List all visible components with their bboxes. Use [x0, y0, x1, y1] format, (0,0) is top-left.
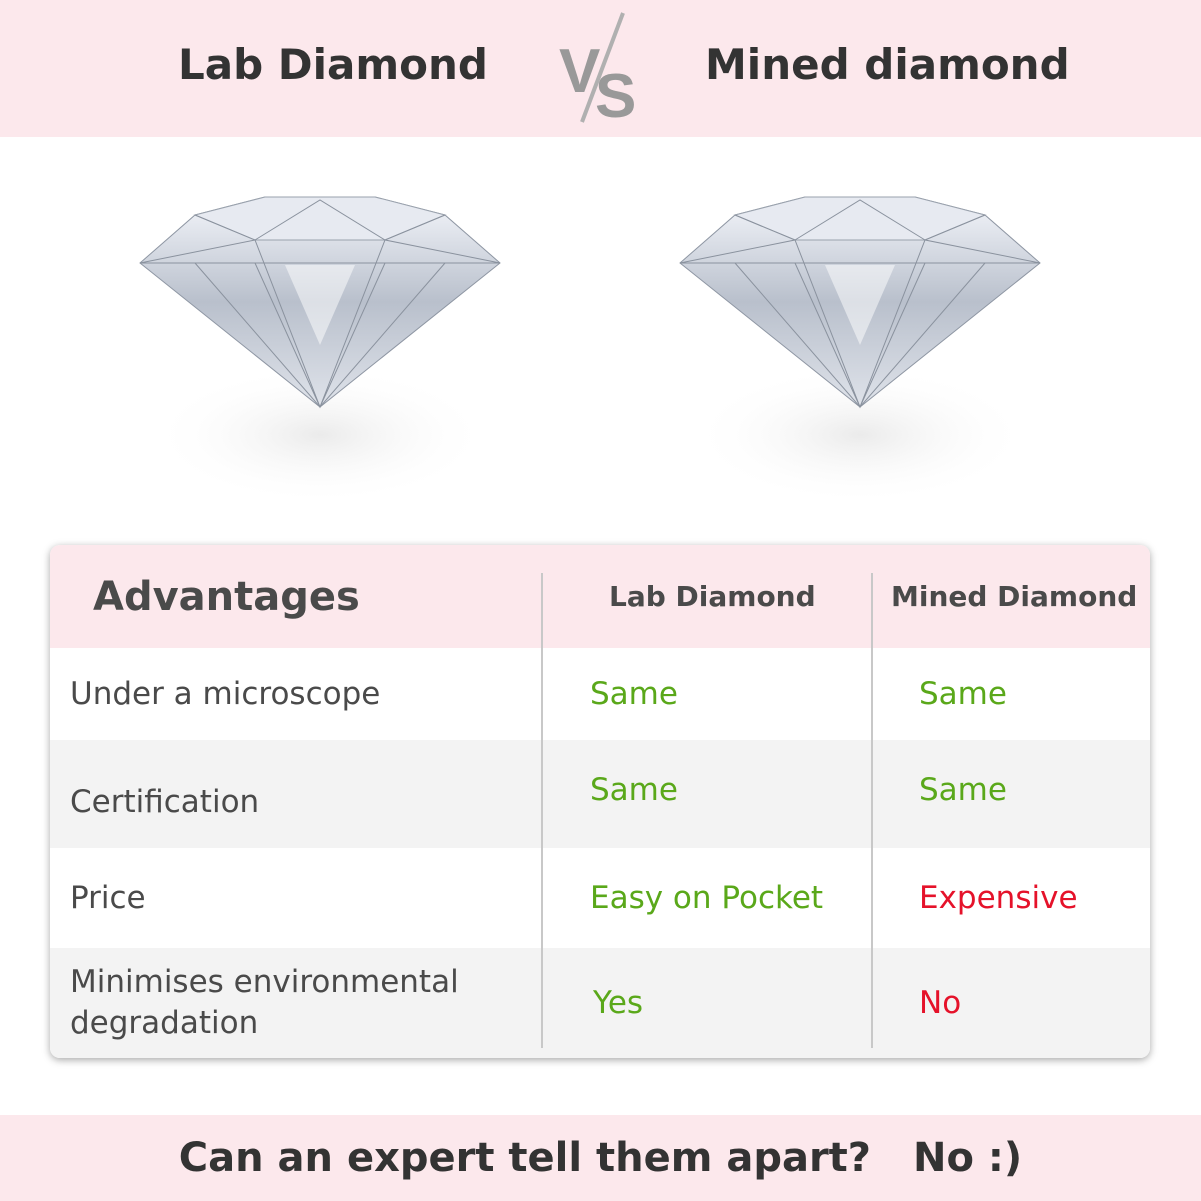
mined-diamond-image	[679, 196, 1041, 506]
lab-diamond-title: Lab Diamond	[178, 40, 488, 89]
table-row: Minimises environmental degradation Yes …	[50, 948, 1150, 1058]
header-mined-diamond: Mined Diamond	[891, 580, 1138, 613]
row-label: Price	[70, 879, 146, 916]
vs-logo: V S	[559, 12, 636, 125]
mined-value: Expensive	[919, 880, 1078, 916]
mined-diamond-title: Mined diamond	[705, 40, 1070, 89]
column-divider	[871, 573, 873, 1048]
table-row: Price Easy on Pocket Expensive	[50, 848, 1150, 948]
footer-answer: No :)	[913, 1135, 1023, 1181]
lab-diamond-image	[139, 196, 501, 506]
header-band: Lab Diamond V S Mined diamond	[0, 0, 1201, 137]
column-divider	[541, 573, 543, 1048]
table-row: Under a microscope Same Same	[50, 648, 1150, 740]
comparison-table: Advantages Lab Diamond Mined Diamond Und…	[50, 545, 1150, 1058]
row-label: Under a microscope	[70, 675, 381, 712]
header-lab-diamond: Lab Diamond	[609, 580, 816, 613]
mined-value: Same	[919, 772, 1007, 808]
mined-value: No	[919, 985, 962, 1021]
row-label: Certification	[70, 783, 260, 820]
lab-value: Same	[590, 772, 678, 808]
lab-value: Easy on Pocket	[590, 880, 824, 916]
lab-value: Same	[590, 676, 678, 712]
table-row: Certification Same Same	[50, 740, 1150, 848]
header-advantages: Advantages	[93, 573, 360, 620]
mined-value: Same	[919, 676, 1007, 712]
row-label: Minimises environmental degradation	[70, 964, 459, 1041]
lab-value: Yes	[593, 985, 644, 1021]
table-header-row: Advantages Lab Diamond Mined Diamond	[50, 545, 1150, 648]
footer-question: Can an expert tell them apart?	[178, 1135, 872, 1181]
footer-band: Can an expert tell them apart? No :)	[0, 1115, 1201, 1201]
